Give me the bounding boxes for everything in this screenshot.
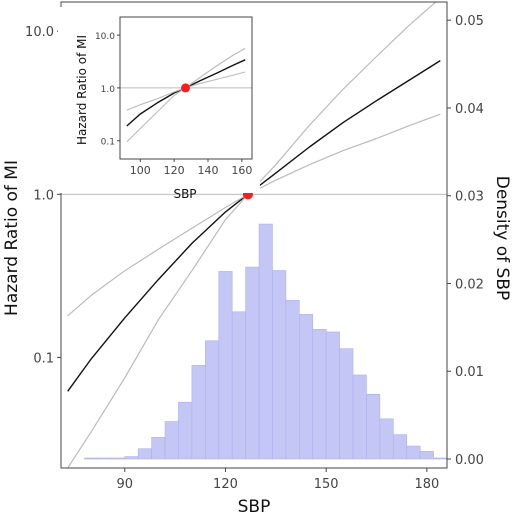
- main-plot: 90 120 150 180 0.1 1.0 10.0 0.00 0.01 0.02 0.03 0.0…: [25, 2, 484, 492]
- inset-y-tick-label: 1.0: [101, 85, 116, 95]
- inset-x-tick-label: 140: [198, 164, 219, 177]
- x-tick-label: 150: [314, 477, 339, 492]
- inset-x-tick-label: 100: [130, 164, 151, 177]
- histogram-bar: [352, 374, 367, 460]
- inset-background: [58, 7, 260, 193]
- y2-tick-label: 0.03: [455, 190, 484, 205]
- histogram-bar: [419, 451, 434, 460]
- histogram-bar: [231, 311, 246, 460]
- histogram-bar: [218, 271, 233, 460]
- inset-x-axis-label: SBP: [173, 187, 196, 201]
- y2-tick-label: 0.04: [455, 102, 484, 117]
- histogram-bar: [151, 436, 166, 460]
- x-axis-label: SBP: [238, 497, 271, 517]
- histogram-bar: [84, 457, 99, 460]
- y-tick-label: 0.1: [33, 351, 54, 366]
- y-tick-label: 1.0: [33, 188, 54, 203]
- histogram-bar: [325, 331, 340, 460]
- histogram-bar: [299, 314, 314, 460]
- histogram-bar: [433, 457, 448, 460]
- inset-reference-point: [180, 83, 190, 93]
- x-tick-label: 180: [414, 477, 439, 492]
- y2-tick-label: 0.01: [455, 365, 484, 380]
- histogram-bar: [312, 329, 327, 460]
- histogram-bar: [191, 365, 206, 460]
- inset-x-tick-label: 120: [164, 164, 185, 177]
- histogram-bar: [406, 445, 421, 460]
- histogram-bar: [97, 457, 112, 460]
- histogram-bar: [178, 401, 193, 460]
- histogram-bar: [111, 457, 126, 460]
- histogram-bar: [392, 434, 408, 460]
- inset-plot: 100 120 140 160 0.1 1.0 10.0: [58, 7, 260, 193]
- histogram-bar: [285, 300, 300, 460]
- histogram-bar: [366, 393, 381, 460]
- y2-axis-label: Density of SBP: [492, 176, 512, 301]
- y2-tick-label: 0.05: [455, 14, 484, 29]
- y2-tick-label: 0.00: [455, 453, 484, 468]
- histogram-bar: [245, 266, 260, 460]
- inset-y-tick-label: 0.1: [101, 138, 115, 148]
- inset-y-tick-label: 10.0: [95, 32, 115, 42]
- histogram-bar: [124, 456, 139, 460]
- inset-x-tick-label: 160: [231, 164, 252, 177]
- histogram-bar: [258, 223, 273, 460]
- histogram-bar: [339, 348, 354, 460]
- histogram-bar: [272, 270, 287, 460]
- y-axis-label: Hazard Ratio of MI: [2, 160, 22, 316]
- y-tick-label: 10.0: [25, 25, 54, 40]
- inset-y-axis-label: Hazard Ratio of MI: [75, 35, 89, 145]
- histogram-bar: [205, 340, 220, 460]
- y2-tick-label: 0.02: [455, 277, 484, 292]
- x-tick-label: 120: [213, 477, 238, 492]
- histogram-bar: [164, 421, 179, 460]
- histogram-bar: [379, 418, 394, 460]
- histogram-bar: [137, 448, 152, 460]
- main-plot-frame: [60, 1, 448, 469]
- x-tick-label: 90: [117, 477, 134, 492]
- histogram: [84, 223, 448, 460]
